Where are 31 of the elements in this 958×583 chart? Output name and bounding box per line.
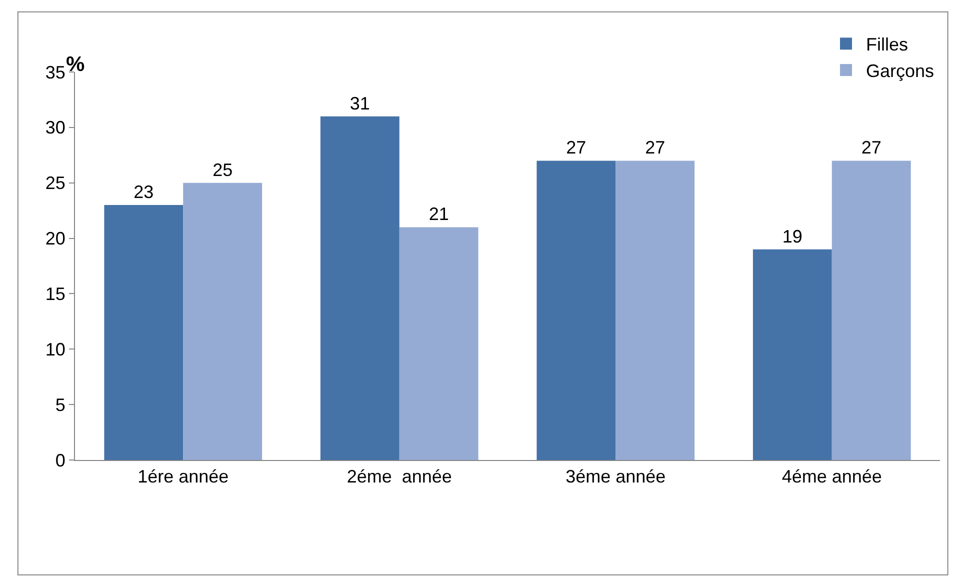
data-label: 23 [134,182,154,202]
legend-label: Garçons [866,61,934,82]
bar [832,160,911,460]
x-tick-label: 4éme année [782,466,882,487]
bar [399,227,478,460]
bar [104,205,184,460]
y-tick-label: 25 [45,173,66,194]
y-tick-label: 5 [55,394,66,415]
bar [536,160,616,460]
data-label: 31 [350,93,370,114]
bar [752,249,832,460]
bar [183,182,262,460]
data-label: 19 [782,226,802,246]
y-tick-label: 35 [45,62,66,82]
y-tick-label: 30 [45,118,66,138]
y-tick-label: 0 [55,450,66,470]
x-tick-label: 3éme année [566,466,666,487]
x-tick-label: 1ére année [138,466,229,487]
x-tick-label: 2éme année [346,466,452,487]
data-label: 27 [861,138,882,158]
data-label: 27 [645,138,666,158]
y-axis-title: % [66,53,85,76]
bar [616,160,695,460]
data-label: 25 [212,160,233,180]
data-label: 21 [428,204,449,224]
y-tick-label: 20 [45,228,66,249]
data-label: 27 [566,138,586,158]
legend-label: Filles [866,34,908,55]
y-tick-label: 15 [45,284,66,304]
bar [320,116,400,460]
y-tick-label: 10 [45,339,66,360]
